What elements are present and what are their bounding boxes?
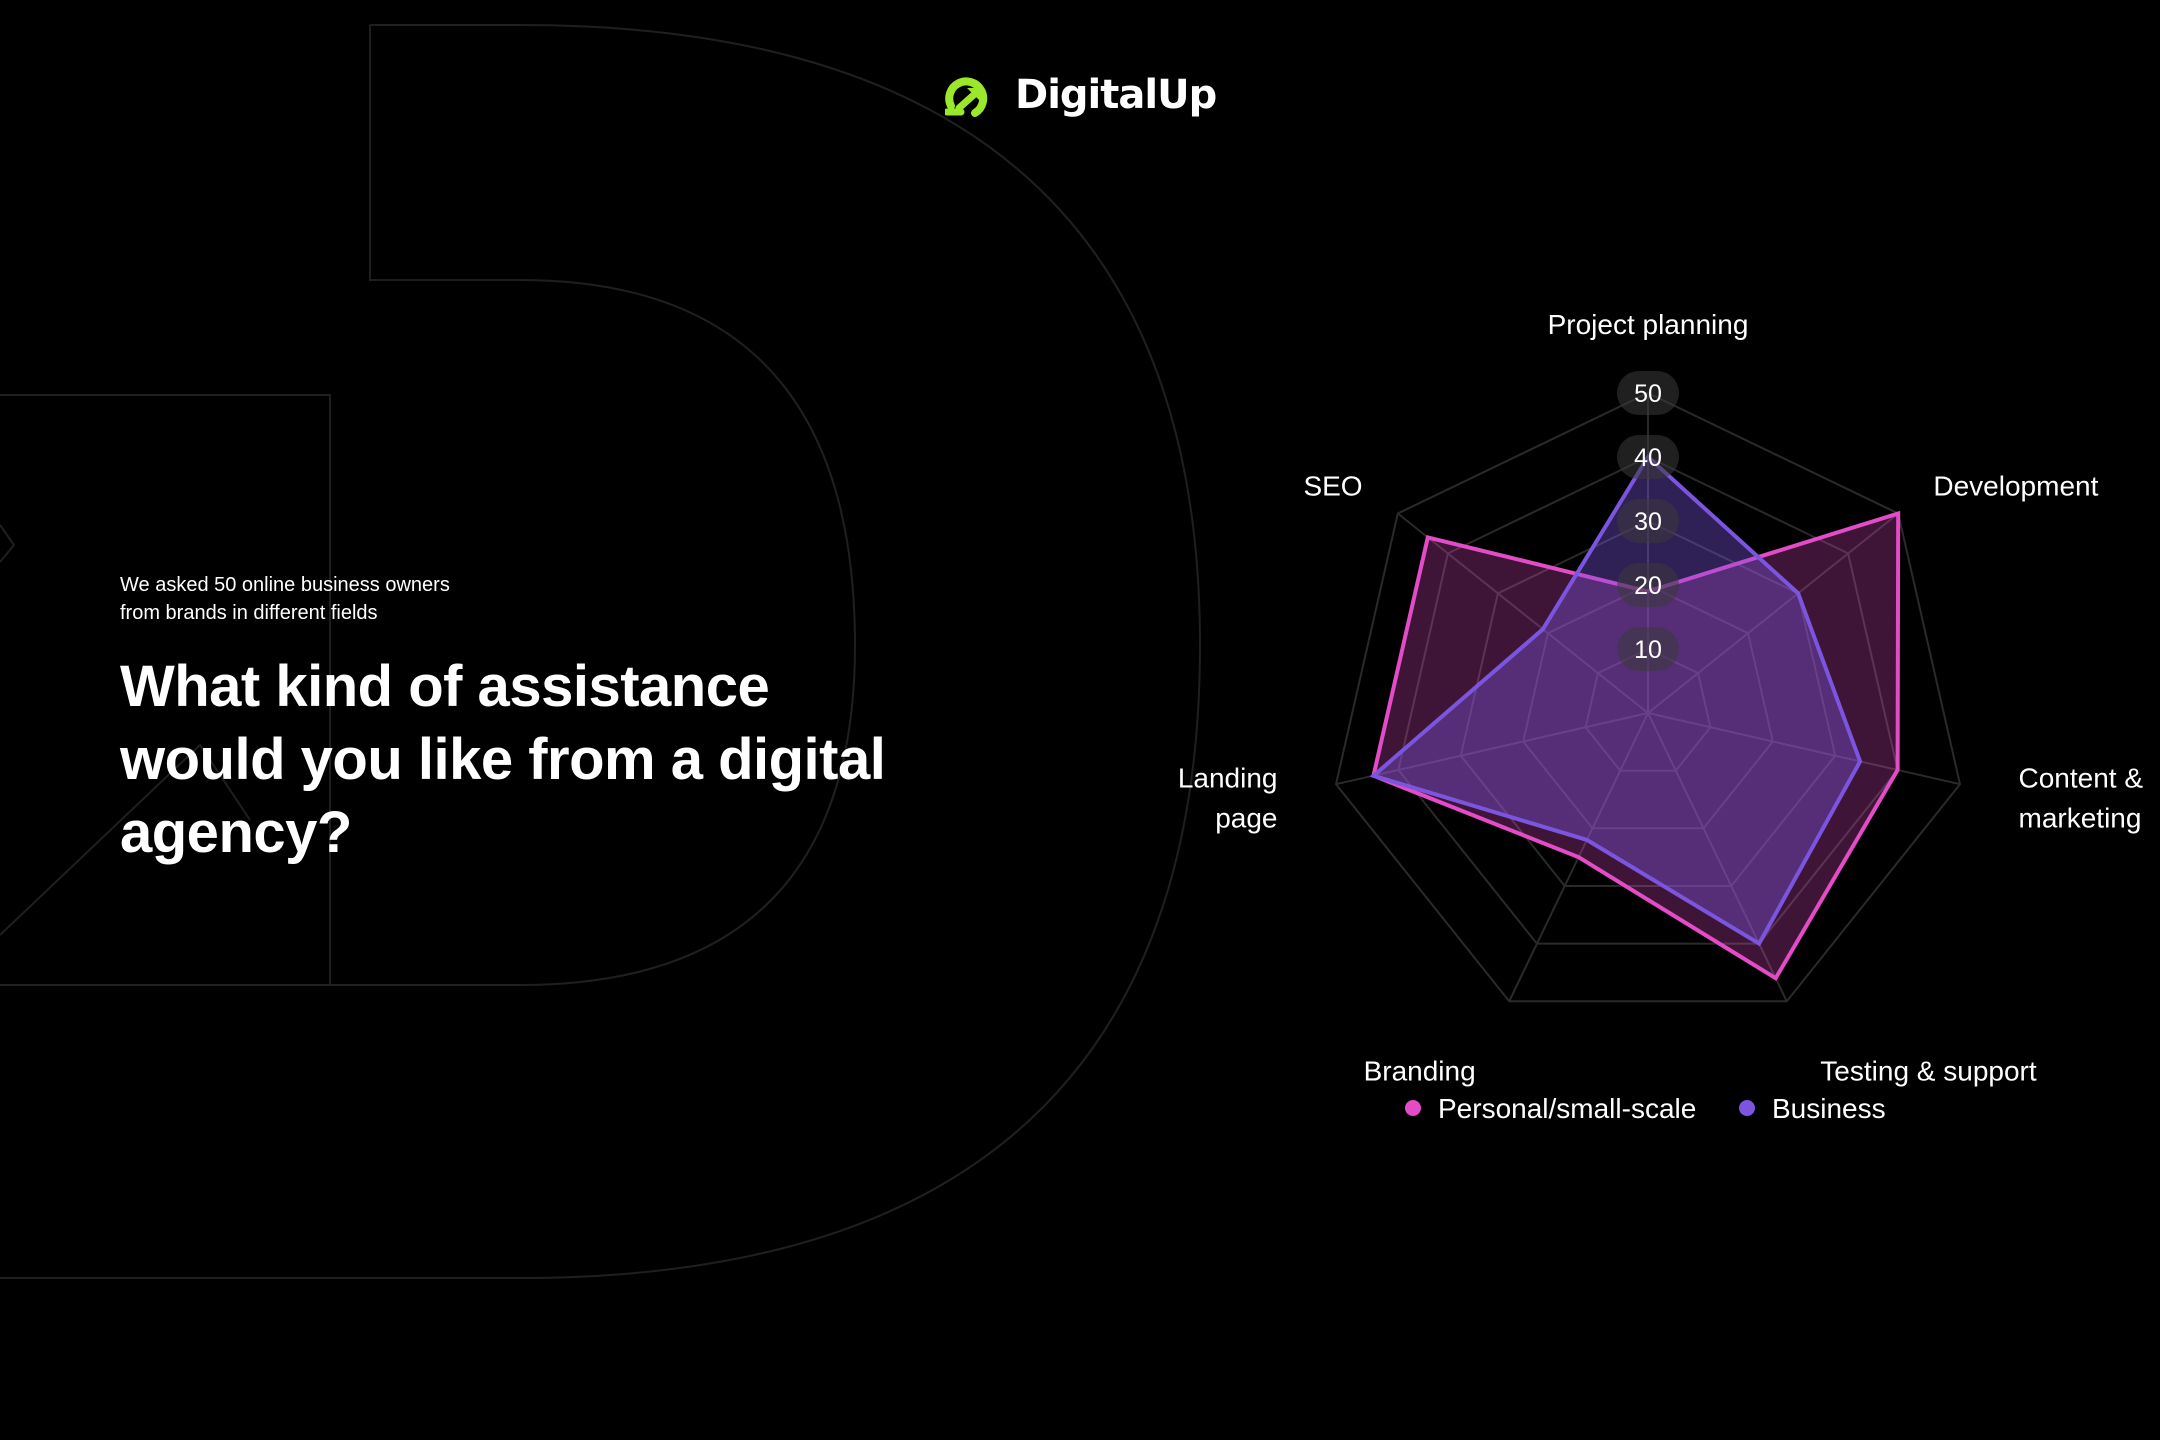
tick-label: 50	[1634, 380, 1662, 408]
headline-line-3: agency?	[120, 800, 352, 865]
radar-category-labels: Project planning Development Content & mark…	[1178, 309, 2144, 1087]
tick-label-pill	[1617, 563, 1679, 607]
category-label: Development	[1933, 470, 2098, 501]
intro-line-1: We asked 50 online business owners	[120, 574, 450, 596]
category-label-line: Content &	[2019, 763, 2144, 794]
survey-intro: We asked 50 online business owners from …	[120, 571, 640, 627]
intro-line-2: from brands in different fields	[120, 602, 378, 624]
category-label-line: marketing	[2019, 803, 2142, 834]
legend-label: Personal/small-scale	[1438, 1093, 1696, 1124]
tick-label-pill	[1617, 499, 1679, 543]
tick-label: 40	[1634, 444, 1662, 472]
chart-legend: Personal/small-scale Business	[1405, 1093, 1886, 1124]
category-label-line: Development	[1933, 470, 2098, 501]
category-label-line: Testing & support	[1820, 1056, 2037, 1087]
legend-label: Business	[1772, 1093, 1886, 1124]
radar-series-business	[1369, 453, 1863, 947]
category-label-line: SEO	[1303, 470, 1362, 501]
category-label: SEO	[1303, 470, 1362, 501]
grid-spoke	[1335, 712, 1649, 786]
tick-label-pill	[1617, 627, 1679, 671]
legend-swatch	[1739, 1100, 1755, 1116]
radar-series-personal-small-scale	[1371, 510, 1901, 981]
grid-spoke	[1647, 712, 1788, 1002]
tick-label: 10	[1634, 636, 1662, 664]
radar-tick-labels: 10 20 30 40 50	[1617, 371, 1679, 671]
headline-line-1: What kind of assistance	[120, 654, 770, 719]
grid-spoke	[1647, 712, 1961, 786]
tick-label-pill	[1617, 371, 1679, 415]
category-label: Content & marketing	[2019, 763, 2144, 834]
brand-logo-icon	[945, 77, 988, 117]
grid-ring	[1584, 647, 1712, 772]
brand-logo[interactable]: DigitalUp	[945, 70, 1217, 120]
grid-ring	[1459, 519, 1837, 887]
category-label-line: Branding	[1364, 1056, 1476, 1087]
category-label-line: page	[1215, 803, 1277, 834]
grid-spoke	[1397, 512, 1649, 714]
grid-ring	[1397, 455, 1899, 945]
grid-spoke	[1647, 512, 1899, 714]
radar-series-group	[1369, 453, 1901, 981]
grid-ring	[1522, 583, 1774, 830]
category-label: Branding	[1364, 1056, 1476, 1087]
grid-ring	[1334, 391, 1962, 1003]
tick-label: 20	[1634, 572, 1662, 600]
legend-swatch	[1405, 1100, 1421, 1116]
category-label-line: Landing	[1178, 763, 1278, 794]
brand-name: DigitalUp	[1015, 72, 1217, 118]
headline: What kind of assistance would you like f…	[120, 650, 940, 869]
tick-label: 30	[1634, 508, 1662, 536]
headline-line-2: would you like from a digital	[120, 727, 886, 792]
category-label: Landing page	[1178, 763, 1278, 834]
category-label-line: Project planning	[1548, 309, 1749, 340]
tick-label-pill	[1617, 435, 1679, 479]
category-label: Project planning	[1548, 309, 1749, 340]
category-label: Testing & support	[1820, 1056, 2037, 1087]
